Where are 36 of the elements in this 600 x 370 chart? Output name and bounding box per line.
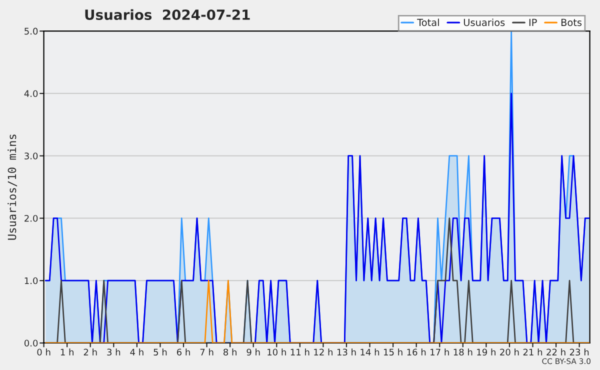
legend-label: Bots	[561, 18, 582, 26]
x-tick-label: 12 h	[314, 348, 332, 356]
x-tick-label: 18 h	[454, 348, 472, 356]
chart-title: Usuarios 2024-07-21	[85, 9, 250, 20]
x-tick-label: 13 h	[337, 348, 356, 356]
x-tick-label: 21 h	[523, 348, 542, 356]
x-tick-label: 2 h	[84, 348, 97, 356]
legend-label: Usuarios	[464, 18, 505, 26]
x-tick-label: 17 h	[430, 348, 449, 356]
legend-label: Total	[417, 18, 439, 26]
x-tick-label: 7 h	[200, 348, 214, 356]
x-tick-label: 20 h	[500, 348, 519, 356]
y-tick-label: 1.0	[24, 277, 38, 284]
x-tick-label: 8 h	[224, 348, 236, 356]
x-tick-label: 9 h	[246, 348, 260, 356]
x-tick-label: 5 h	[154, 348, 167, 356]
x-tick-label: 6 h	[176, 348, 190, 356]
x-tick-label: 19 h	[477, 348, 496, 356]
y-tick-label: 2.0	[24, 214, 38, 222]
legend-label: IP	[529, 18, 537, 26]
x-tick-label: 3 h	[107, 348, 120, 356]
x-tick-label: 15 h	[384, 348, 402, 356]
x-tick-label: 11 h	[290, 348, 310, 356]
y-tick-label: 5.0	[24, 28, 38, 35]
x-tick-label: 16 h	[407, 348, 426, 356]
x-tick-label: 23 h	[570, 348, 589, 356]
x-tick-label: 4 h	[130, 348, 144, 356]
x-tick-label: 14 h	[360, 348, 380, 356]
y-tick-label: 3.0	[24, 152, 38, 160]
y-tick-label: 0.0	[24, 340, 38, 347]
y-axis-title: Usuarios/10 mins	[8, 134, 18, 240]
x-tick-label: 0 h	[37, 348, 50, 356]
x-tick-label: 10 h	[268, 348, 286, 356]
y-tick-label: 4.0	[24, 90, 38, 98]
x-tick-label: 22 h	[546, 348, 566, 356]
x-tick-label: 1 h	[60, 348, 74, 356]
